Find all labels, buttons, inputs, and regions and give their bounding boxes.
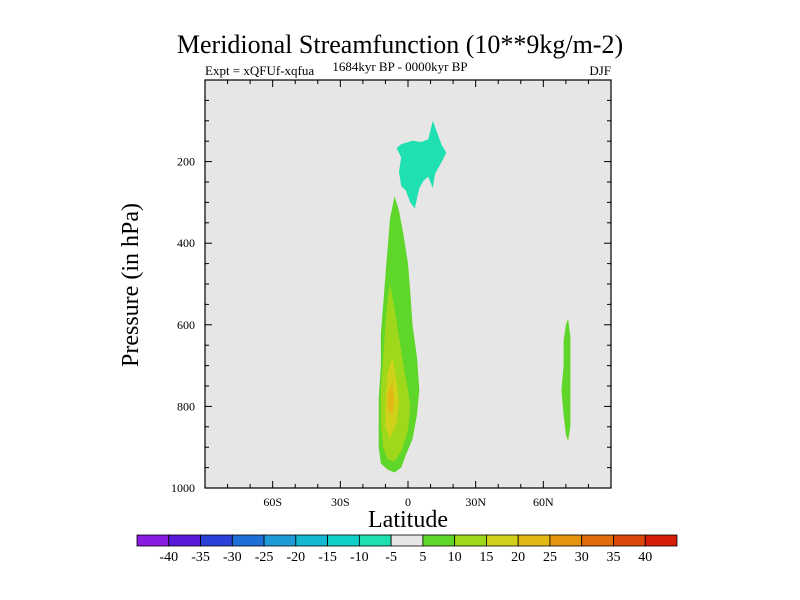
- colorbar-label: 5: [419, 550, 426, 565]
- colorbar-label: 30: [575, 550, 589, 565]
- colorbar-label: -40: [159, 550, 178, 565]
- colorbar-label: 20: [511, 550, 525, 565]
- season-label: DJF: [589, 63, 611, 78]
- colorbar-label: -35: [191, 550, 210, 565]
- colorbar-box: [327, 534, 360, 547]
- colorbar-box: [517, 534, 551, 547]
- colorbar-box: [422, 534, 456, 547]
- colorbar-label: 25: [543, 550, 557, 565]
- contour-fills: [378, 120, 571, 473]
- colorbar: -40 -35 -30 -25 -20 -15 -10 -5 5 10 15 20 25 30 35 40: [136, 534, 678, 565]
- colorbar-label: 15: [479, 550, 493, 565]
- colorbar-label: 10: [448, 550, 462, 565]
- experiment-label: Expt = xQFUf-xqfua: [205, 63, 314, 78]
- chart-title: Meridional Streamfunction (10**9kg/m-2): [177, 30, 623, 59]
- colorbar-box: [358, 534, 392, 547]
- colorbar-label: -5: [385, 550, 397, 565]
- y-tick-label: 1000: [171, 481, 195, 495]
- x-axis-label: Latitude: [368, 507, 448, 533]
- colorbar-box: [581, 534, 614, 547]
- period-label: 1684kyr BP - 0000kyr BP: [332, 59, 467, 74]
- colorbar-box: [390, 534, 424, 547]
- colorbar-box: [295, 534, 328, 547]
- x-tick-label: 30N: [465, 495, 486, 509]
- colorbar-label: 40: [638, 550, 652, 565]
- colorbar-box: [200, 534, 233, 547]
- x-tick-label: 60S: [263, 495, 282, 509]
- plot-frame: [204, 79, 612, 489]
- x-tick-label: 60N: [533, 495, 554, 509]
- y-tick-label: 400: [177, 236, 195, 250]
- y-tick-label: 800: [177, 399, 195, 413]
- y-tick-label: 200: [177, 155, 195, 169]
- colorbar-box: [644, 534, 678, 547]
- colorbar-label: -25: [255, 550, 274, 565]
- colorbar-label: 35: [606, 550, 620, 565]
- colorbar-box: [486, 534, 519, 547]
- contour-upper-tropical-cell--5: [396, 120, 447, 209]
- contour-lower-tropical-cell-core-20: [387, 381, 395, 415]
- x-tick-label: 30S: [331, 495, 350, 509]
- contour-high-latitude-cell-5: [561, 318, 571, 442]
- colorbar-box: [231, 534, 265, 547]
- colorbar-label: -30: [223, 550, 242, 565]
- colorbar-box: [454, 534, 487, 547]
- colorbar-box: [613, 534, 646, 547]
- colorbar-label: -15: [318, 550, 337, 565]
- x-tick-label: 0: [405, 495, 411, 509]
- colorbar-label: -10: [350, 550, 369, 565]
- colorbar-box: [263, 534, 297, 547]
- colorbar-box: [136, 534, 170, 547]
- y-axis-label: Pressure (in hPa): [118, 203, 144, 367]
- colorbar-label: -20: [286, 550, 305, 565]
- colorbar-box: [549, 534, 583, 547]
- y-tick-label: 600: [177, 318, 195, 332]
- colorbar-box: [168, 534, 201, 547]
